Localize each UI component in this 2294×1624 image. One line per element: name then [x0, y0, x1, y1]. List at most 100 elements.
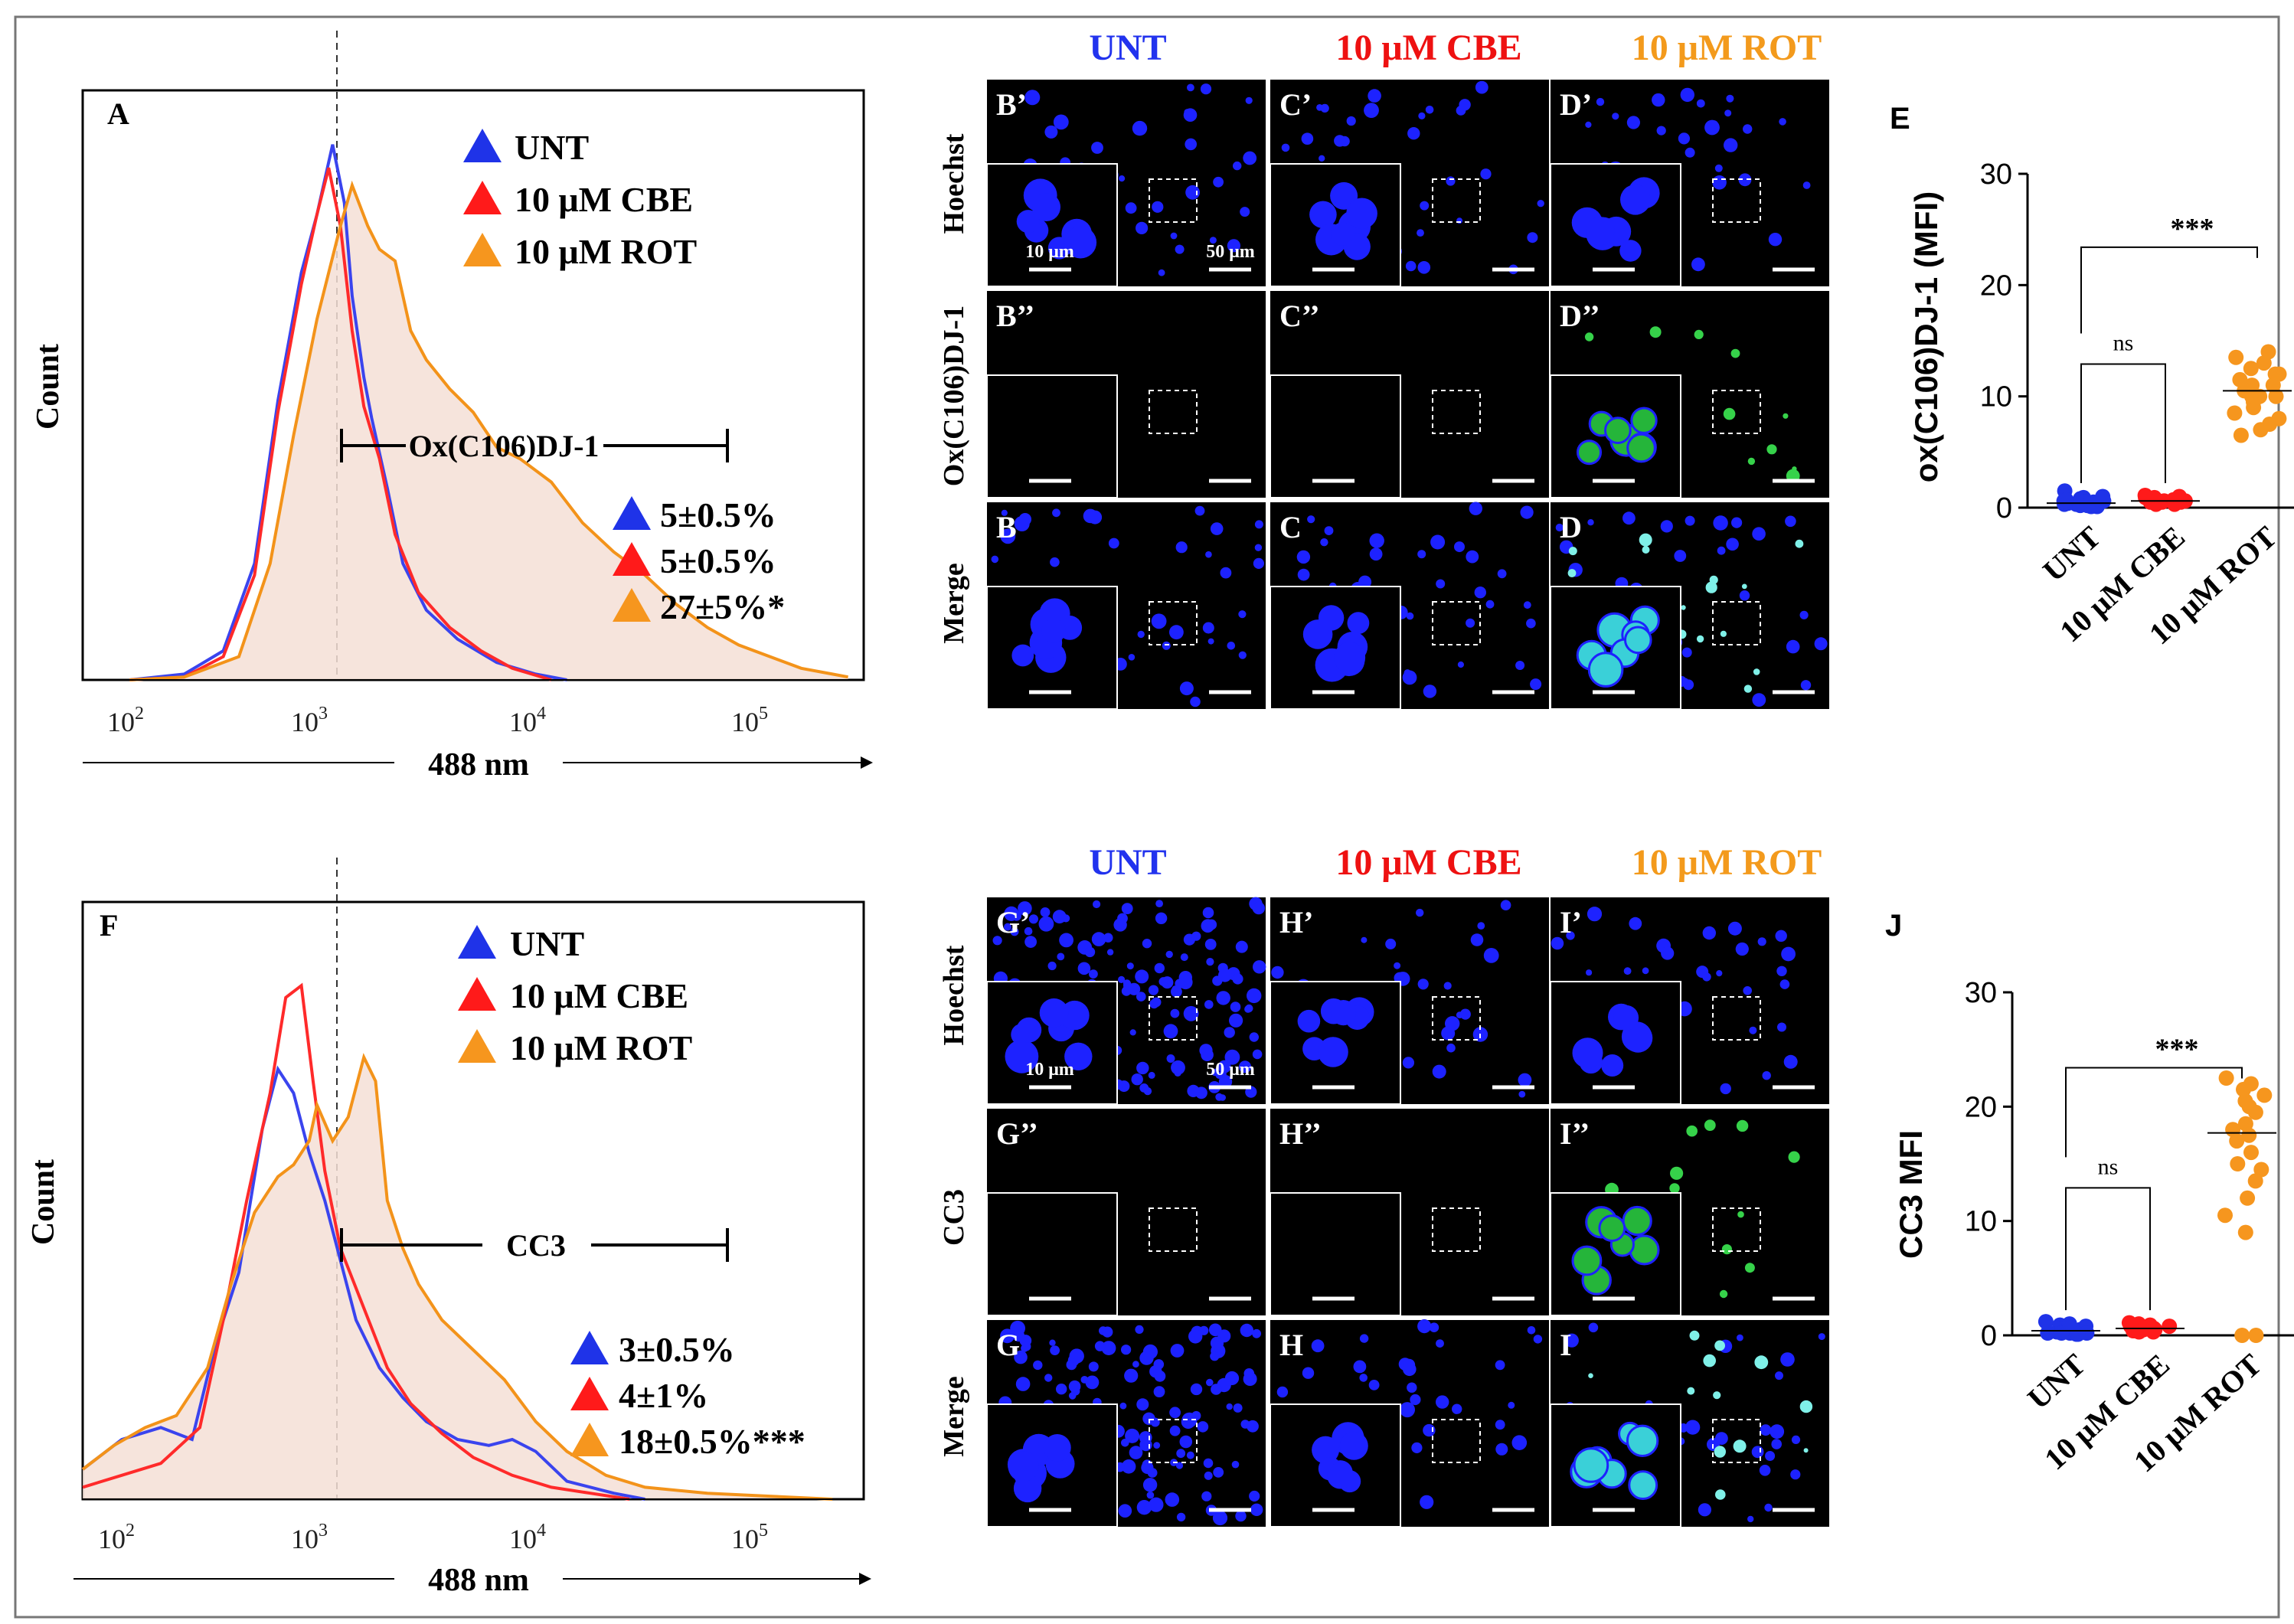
cell-nucleus	[1091, 932, 1106, 946]
cell-nucleus	[1125, 1428, 1140, 1443]
cell-nucleus	[1231, 1460, 1240, 1469]
cell-nucleus	[1470, 933, 1484, 946]
data-point	[2233, 427, 2249, 443]
cell-nucleus	[1765, 1451, 1776, 1461]
tile-panel-label: B’’	[996, 299, 1034, 333]
cell-nucleus	[1566, 931, 1575, 940]
x-tick-label: 103	[291, 1521, 328, 1554]
tile-panel-label: I	[1560, 1328, 1572, 1362]
cell-nucleus	[1165, 950, 1173, 959]
cell-nucleus	[1783, 1054, 1798, 1069]
cell-nucleus	[1126, 962, 1134, 970]
percent-cbe: 4±1%	[619, 1376, 708, 1415]
legend-label-cbe: 10 μM CBE	[510, 976, 688, 1015]
percent-triangle-cbe	[613, 542, 651, 576]
cell-nucleus	[1059, 933, 1073, 948]
data-point	[2229, 1133, 2245, 1149]
cell-nucleus	[1240, 1420, 1250, 1429]
cell-nucleus	[1474, 587, 1487, 599]
cell-nucleus	[1171, 1060, 1185, 1075]
data-point	[2121, 1315, 2137, 1331]
marker-signal	[1649, 326, 1662, 338]
cell-nucleus	[1052, 508, 1060, 518]
cell-nucleus	[1224, 1049, 1240, 1065]
cell-nucleus	[1724, 138, 1738, 152]
cell-nucleus	[1148, 1071, 1155, 1079]
legend-label-unt: UNT	[510, 924, 584, 963]
gate-label: Ox(C106)DJ-1	[409, 429, 600, 463]
cell-nucleus	[1407, 127, 1420, 140]
cell-nucleus	[1232, 973, 1243, 985]
roi-box	[1149, 1207, 1198, 1252]
cell-nucleus	[1068, 1392, 1077, 1400]
cell-nucleus	[1425, 106, 1434, 114]
cell-nucleus	[1585, 121, 1592, 128]
cell-nucleus	[1417, 979, 1429, 990]
inset-frame	[986, 374, 1118, 498]
cell-nucleus	[1186, 1451, 1194, 1459]
cell-nucleus	[1443, 982, 1452, 990]
inset-cell	[1327, 1462, 1354, 1489]
marker-signal	[1803, 1448, 1809, 1453]
cell-nucleus	[1191, 931, 1201, 941]
cell-nucleus	[1142, 1412, 1155, 1426]
cell-nucleus	[1642, 967, 1649, 975]
cell-nucleus	[1233, 161, 1242, 171]
marker-signal	[1730, 348, 1740, 358]
cell-nucleus	[1210, 522, 1224, 535]
cell-nucleus	[1527, 1326, 1536, 1335]
cell-nucleus	[1033, 1360, 1043, 1371]
marker-signal	[1753, 668, 1760, 675]
main-scale-label: 50 μm	[1206, 242, 1255, 262]
inset-frame	[1550, 374, 1681, 498]
cell-nucleus	[1423, 685, 1437, 698]
cell-nucleus	[1155, 900, 1163, 907]
cell-nucleus	[1781, 946, 1796, 962]
cell-nucleus	[1217, 1060, 1231, 1073]
marker-signal	[1719, 1289, 1728, 1299]
inset-cell	[1622, 1205, 1652, 1237]
inset-cell	[1613, 1005, 1639, 1031]
cell-nucleus	[1213, 176, 1224, 188]
percent-triangle-rot	[570, 1423, 609, 1456]
cell-nucleus	[1480, 168, 1492, 180]
gate-percentages: 3±0.5% 4±1% 18±0.5%***	[570, 1330, 806, 1461]
row-label-merge: Merge	[938, 563, 970, 643]
data-point	[2217, 1207, 2233, 1224]
cell-nucleus	[1249, 1032, 1260, 1042]
inset-cell	[1008, 1451, 1039, 1482]
cell-nucleus	[1197, 1421, 1209, 1433]
cell-nucleus	[1015, 1377, 1031, 1391]
y-tick-label: 10	[1965, 1206, 1997, 1238]
cell-nucleus	[1146, 1491, 1155, 1499]
cell-nucleus	[1069, 1348, 1084, 1364]
main-scale-label: 50 μm	[1206, 1060, 1255, 1080]
inset-cell	[1630, 407, 1658, 434]
inset-cell	[1628, 1470, 1658, 1500]
cell-nucleus	[1596, 97, 1605, 106]
cell-nucleus	[1411, 1442, 1423, 1453]
percent-triangle-cbe	[570, 1377, 609, 1410]
rot-curve	[129, 180, 848, 681]
y-tick-label: 30	[1965, 977, 1997, 1009]
y-axis-label: CC3 MFI	[1893, 1130, 1929, 1259]
legend-label-unt: UNT	[515, 128, 589, 167]
cell-nucleus	[1158, 269, 1165, 276]
cell-nucleus	[1018, 513, 1032, 526]
cell-nucleus	[1136, 221, 1149, 234]
cell-nucleus	[1050, 1345, 1060, 1355]
cell-nucleus	[1661, 946, 1675, 960]
y-axis-label: Count	[26, 1159, 61, 1245]
cell-nucleus	[1210, 1336, 1224, 1350]
cell-nucleus	[1588, 1322, 1599, 1333]
roi-box	[1432, 390, 1481, 434]
inset-cell	[1318, 1037, 1348, 1067]
cell-nucleus	[1212, 1510, 1228, 1526]
inset-frame	[1270, 374, 1401, 498]
cell-nucleus	[1418, 112, 1426, 119]
cell-nucleus	[1518, 1073, 1532, 1087]
legend-triangle-rot	[458, 1029, 496, 1063]
y-tick-label: 20	[1980, 270, 2012, 302]
